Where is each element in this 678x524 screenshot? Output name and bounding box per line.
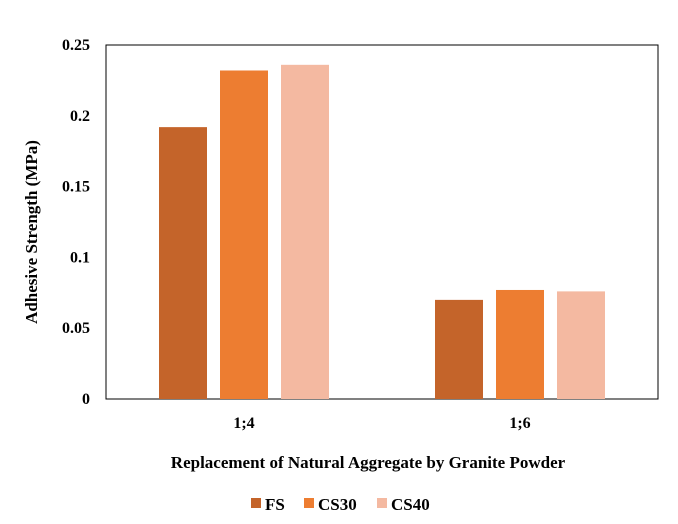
y-axis-title: Adhesive Strength (MPa) — [22, 140, 41, 324]
bar-fs-1 — [159, 127, 207, 400]
y-tick-label: 0 — [82, 391, 90, 408]
legend-swatch-cs40 — [377, 498, 387, 508]
legend-label-fs: FS — [265, 495, 285, 514]
bars — [159, 64, 605, 400]
y-tick-label: 0.25 — [62, 37, 90, 54]
bar-cs30-1 — [220, 70, 268, 399]
y-tick-label: 0.05 — [62, 320, 90, 337]
x-tick-label: 1;4 — [233, 415, 254, 432]
y-tick-label: 0.15 — [62, 179, 90, 196]
x-axis-title: Replacement of Natural Aggregate by Gran… — [171, 453, 566, 472]
x-axis-ticks: 1;4 1;6 — [233, 415, 530, 432]
bar-cs40-2 — [557, 291, 605, 399]
bar-cs30-2 — [496, 289, 544, 399]
y-tick-label: 0.1 — [70, 249, 90, 266]
bar-fs-2 — [435, 299, 483, 399]
legend-label-cs40: CS40 — [391, 495, 430, 514]
legend-swatch-cs30 — [304, 498, 314, 508]
legend: FS CS30 CS40 — [251, 495, 430, 514]
legend-swatch-fs — [251, 498, 261, 508]
y-axis-ticks: 0 0.05 0.1 0.15 0.2 0.25 — [62, 37, 90, 408]
x-tick-label: 1;6 — [509, 415, 530, 432]
legend-label-cs30: CS30 — [318, 495, 357, 514]
bar-cs40-1 — [281, 64, 329, 399]
y-tick-label: 0.2 — [70, 108, 90, 125]
